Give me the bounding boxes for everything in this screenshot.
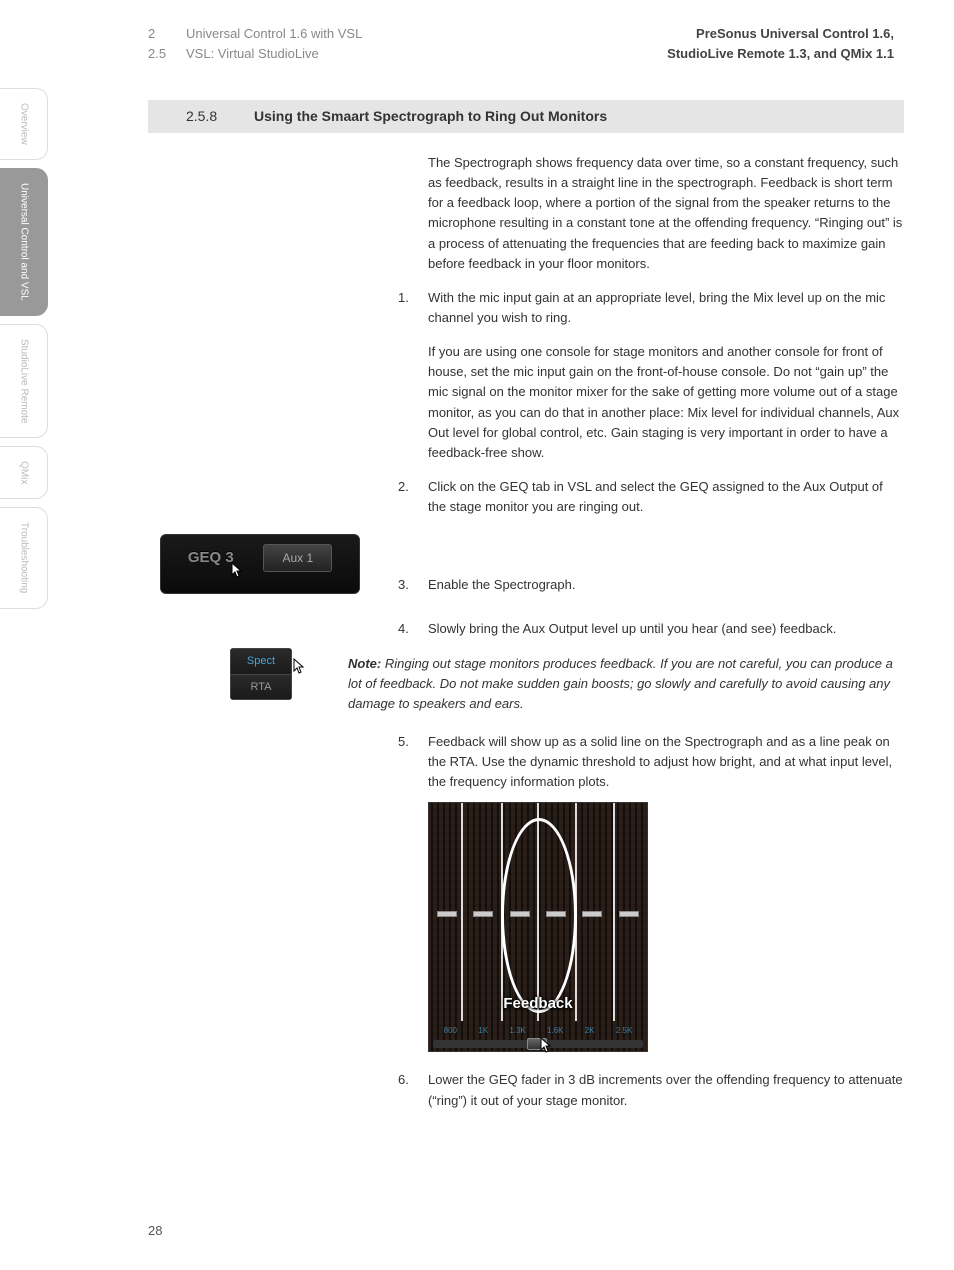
note-text: Ringing out stage monitors produces feed… — [348, 656, 893, 711]
step-1: 1. With the mic input gain at an appropr… — [428, 288, 904, 463]
section-number: 2.5 — [148, 44, 186, 64]
step-3: 3. Enable the Spectrograph. — [428, 575, 904, 595]
tab-overview[interactable]: Overview — [0, 88, 48, 160]
sidebar-tabs: Overview Universal Control and VSL Studi… — [0, 88, 70, 617]
step-4: 4. Slowly bring the Aux Output level up … — [428, 619, 904, 639]
chapter-title: Universal Control 1.6 with VSL — [186, 24, 362, 44]
page-number: 28 — [148, 1221, 162, 1241]
tab-troubleshooting[interactable]: Troubleshooting — [0, 507, 48, 608]
section-heading: 2.5.8 Using the Smaart Spectrograph to R… — [148, 100, 904, 133]
section-subtitle: VSL: Virtual StudioLive — [186, 44, 319, 64]
rta-button[interactable]: RTA — [231, 675, 291, 700]
spectrograph-toggle-widget[interactable]: Spect RTA — [230, 648, 292, 700]
feedback-ellipse — [501, 818, 577, 1013]
body-text: The Spectrograph shows frequency data ov… — [428, 153, 904, 640]
feedback-label: Feedback — [429, 992, 647, 1015]
spectrograph-figure: Feedback 800 1K 1.3K 1.6K 2K 2.5K — [428, 802, 648, 1052]
step-1-detail: If you are using one console for stage m… — [428, 342, 904, 463]
step-5: 5. Feedback will show up as a solid line… — [428, 732, 904, 1052]
pointer-cursor-icon — [228, 562, 244, 580]
frequency-scale: 800 1K 1.3K 1.6K 2K 2.5K — [429, 1025, 647, 1037]
document-title: PreSonus Universal Control 1.6, StudioLi… — [667, 24, 894, 63]
heading-title: Using the Smaart Spectrograph to Ring Ou… — [254, 108, 607, 124]
aux-selector[interactable]: Aux 1 — [263, 544, 332, 572]
page-header: 2Universal Control 1.6 with VSL 2.5VSL: … — [148, 24, 894, 63]
heading-number: 2.5.8 — [186, 106, 217, 127]
pointer-cursor-icon — [537, 1037, 553, 1055]
tab-studiolive-remote[interactable]: StudioLive Remote — [0, 324, 48, 439]
page-content: 2.5.8 Using the Smaart Spectrograph to R… — [148, 100, 904, 1125]
breadcrumb: 2Universal Control 1.6 with VSL 2.5VSL: … — [148, 24, 362, 63]
geq-label: GEQ 3 — [188, 547, 234, 570]
note-label: Note: — [348, 656, 381, 671]
tab-qmix[interactable]: QMix — [0, 446, 48, 499]
spect-button[interactable]: Spect — [231, 649, 291, 675]
step-2: 2. Click on the GEQ tab in VSL and selec… — [428, 477, 904, 517]
geq-tab-widget[interactable]: GEQ 3 Aux 1 — [160, 534, 360, 594]
pointer-cursor-icon — [290, 658, 306, 676]
chapter-number: 2 — [148, 24, 186, 44]
step-6: 6. Lower the GEQ fader in 3 dB increment… — [428, 1070, 904, 1110]
tab-universal-control-vsl[interactable]: Universal Control and VSL — [0, 168, 48, 316]
intro-paragraph: The Spectrograph shows frequency data ov… — [428, 153, 904, 274]
note-block: Note: Ringing out stage monitors produce… — [348, 654, 904, 714]
